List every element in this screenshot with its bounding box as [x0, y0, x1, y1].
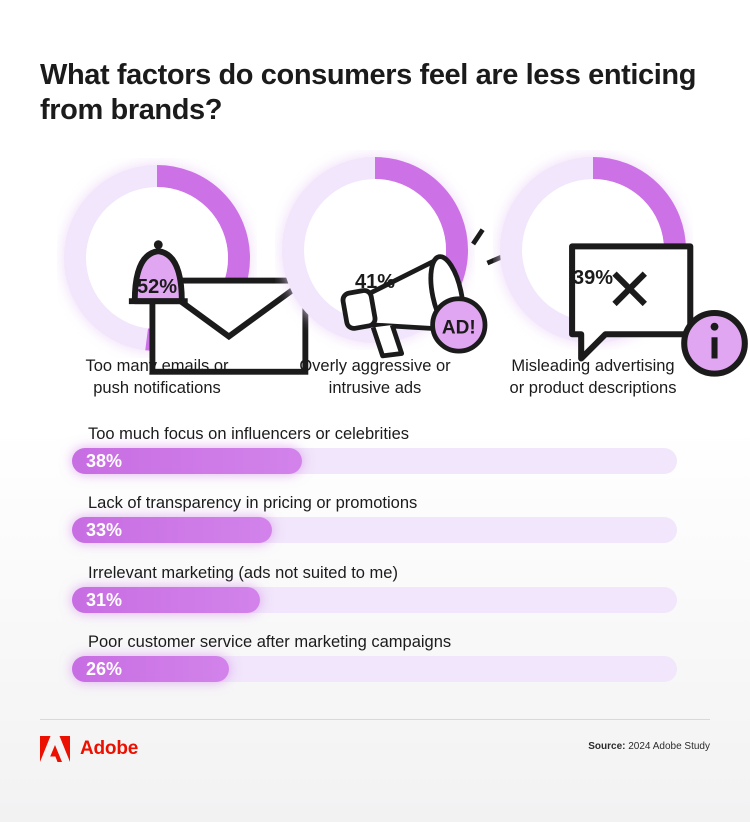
- bar-track: 26%: [72, 656, 677, 682]
- donut-value-label: 52%: [136, 276, 178, 298]
- footer-divider: [40, 719, 710, 720]
- bar-fill: 38%: [72, 448, 302, 474]
- donut-label-line: intrusive ads: [328, 379, 422, 397]
- donut-label-line: Misleading advertising: [511, 357, 675, 375]
- bar-fill: 31%: [72, 587, 260, 613]
- donut-value-label: 39%: [572, 267, 614, 289]
- donut-value-arc: [282, 157, 468, 343]
- brand-name: Adobe: [80, 738, 139, 759]
- bar-category-label: Irrelevant marketing (ads not suited to …: [88, 564, 398, 582]
- donut-label-line: or product descriptions: [509, 379, 677, 397]
- donut-label-ads: Overly aggressive or intrusive ads: [265, 355, 485, 399]
- bar-category-label: Lack of transparency in pricing or promo…: [88, 494, 418, 512]
- bar-category-label: Too much focus on influencers or celebri…: [88, 425, 409, 443]
- adobe-logo-icon: [40, 736, 70, 762]
- donut-chart-ads: AD! 41%: [275, 150, 505, 359]
- bar-track: 31%: [72, 587, 677, 613]
- donut-value-label: 41%: [354, 271, 396, 293]
- megaphone-badge-text: AD!: [442, 317, 476, 338]
- source-text: 2024 Adobe Study: [628, 741, 710, 752]
- page-title: What factors do consumers feel are less …: [40, 58, 700, 128]
- donut-chart-misleading: 39%: [493, 150, 748, 377]
- title-line-2: from brands?: [40, 94, 223, 126]
- donut-ads-svg: [282, 157, 468, 343]
- bar-track: 38%: [72, 448, 677, 474]
- bar-category-label: Poor customer service after marketing ca…: [88, 633, 452, 651]
- donut-label-line: Overly aggressive or: [299, 357, 451, 375]
- bar-fill: 33%: [72, 517, 272, 543]
- donut-chart-emails: 52%: [57, 158, 309, 375]
- bar-fill: 26%: [72, 656, 230, 682]
- donut-label-emails: Too many emails or push notifications: [47, 355, 267, 399]
- donut-label-line: Too many emails or: [85, 357, 229, 375]
- bar-track: 33%: [72, 517, 677, 543]
- title-line-1: What factors do consumers feel are less …: [40, 59, 697, 91]
- donut-label-line: push notifications: [93, 379, 221, 397]
- bar-value-label: 31%: [86, 590, 123, 610]
- brand-logo: Adobe: [40, 735, 138, 763]
- donut-label-misleading: Misleading advertising or product descri…: [483, 355, 703, 399]
- bar-value-label: 33%: [86, 520, 123, 540]
- bar-value-label: 38%: [86, 451, 123, 471]
- bar-value-label: 26%: [86, 659, 123, 679]
- source-note: Source: 2024 Adobe Study: [588, 741, 710, 752]
- source-label: Source:: [588, 741, 626, 752]
